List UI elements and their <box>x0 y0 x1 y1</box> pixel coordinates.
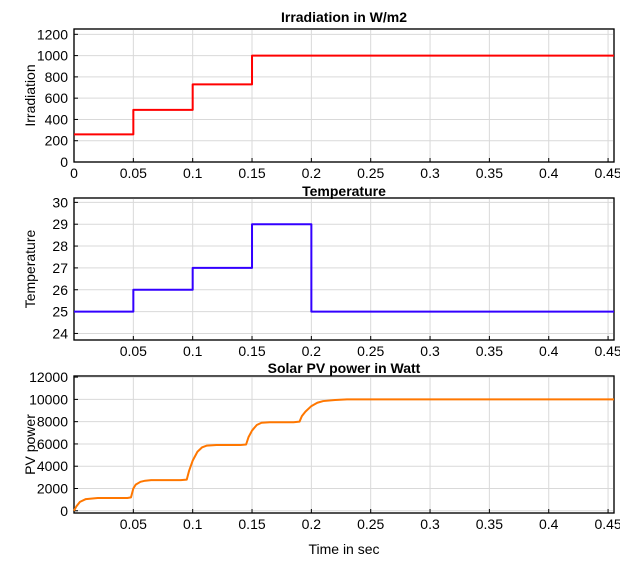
x-tick-label: 0.05 <box>120 516 147 532</box>
x-tick-label: 0.2 <box>302 516 322 532</box>
y-tick-label: 25 <box>52 304 68 320</box>
x-tick-label: 0.4 <box>539 165 559 181</box>
x-tick-label: 0.3 <box>420 165 440 181</box>
x-tick-label: 0.2 <box>302 343 322 359</box>
y-tick-label: 27 <box>52 260 68 276</box>
y-tick-label: 4000 <box>37 458 68 474</box>
y-tick-label: 1200 <box>37 26 68 42</box>
y-tick-label: 30 <box>52 194 68 210</box>
chart-title: Solar PV power in Watt <box>268 360 421 376</box>
x-tick-label: 0.05 <box>120 165 147 181</box>
x-tick-label: 0 <box>70 165 78 181</box>
x-axis-label: Time in sec <box>308 541 379 557</box>
series-line <box>73 398 614 512</box>
series-line <box>74 223 614 313</box>
chart-title: Irradiation in W/m2 <box>281 9 407 25</box>
x-tick-label: 0.1 <box>183 343 203 359</box>
x-tick-label: 0.3 <box>420 516 440 532</box>
y-tick-label: 24 <box>52 325 68 341</box>
series-line <box>74 54 614 136</box>
y-tick-label: 6000 <box>37 436 68 452</box>
y-axis-label: PV power <box>22 414 38 475</box>
x-tick-label: 0.45 <box>594 165 620 181</box>
x-tick-label: 0.3 <box>420 343 440 359</box>
plot-border <box>73 28 615 163</box>
y-tick-label: 0 <box>60 503 68 519</box>
y-tick-label: 28 <box>52 238 68 254</box>
plot-border <box>73 375 615 514</box>
chart-panel-2: 0.05 0.1 0.15 0.2 0.25 0.3 0.35 0.4 0.45 24 25 26 27… <box>22 183 620 359</box>
y-tick-label: 200 <box>45 133 69 149</box>
x-tick-label: 0.35 <box>476 343 503 359</box>
x-tick-label: 0.35 <box>476 165 503 181</box>
x-tick-label: 0.35 <box>476 516 503 532</box>
chart-panel-3: 0.05 0.1 0.15 0.2 0.25 0.3 0.35 0.4 0.45 0 2000 400… <box>22 360 620 557</box>
y-tick-label: 29 <box>52 216 68 232</box>
plot-area <box>73 197 615 341</box>
y-tick-label: 2000 <box>37 480 68 496</box>
x-tick-label: 0.15 <box>238 516 265 532</box>
x-tick-label: 0.45 <box>594 516 620 532</box>
x-tick-label: 0.15 <box>238 165 265 181</box>
y-axis-label: Irradiation <box>22 64 38 126</box>
x-tick-label: 0.05 <box>120 343 147 359</box>
x-tick-label: 0.2 <box>302 165 322 181</box>
y-tick-label: 0 <box>60 154 68 170</box>
chart-panel-1: 0 0.05 0.1 0.15 0.2 0.25 0.3 0.35 0.4 0.450200400… <box>22 9 620 181</box>
x-tick-label: 0.25 <box>357 165 384 181</box>
plot-area <box>73 375 615 514</box>
chart-title: Temperature <box>302 183 386 199</box>
x-tick-label: 0.15 <box>238 343 265 359</box>
x-tick-label: 0.4 <box>539 343 559 359</box>
y-tick-label: 600 <box>45 90 69 106</box>
y-tick-label: 800 <box>45 69 69 85</box>
x-tick-label: 0.45 <box>594 343 620 359</box>
y-tick-label: 12000 <box>29 369 68 385</box>
x-tick-label: 0.1 <box>183 165 203 181</box>
x-tick-label: 0.25 <box>357 516 384 532</box>
x-tick-label: 0.1 <box>183 516 203 532</box>
x-tick-label: 0.4 <box>539 516 559 532</box>
x-tick-label: 0.25 <box>357 343 384 359</box>
y-tick-label: 10000 <box>29 391 68 407</box>
y-tick-label: 400 <box>45 111 69 127</box>
y-axis-label: Temperature <box>22 229 38 308</box>
y-tick-label: 26 <box>52 282 68 298</box>
plot-area <box>73 28 615 163</box>
y-tick-label: 8000 <box>37 414 68 430</box>
plot-border <box>73 197 615 341</box>
y-tick-label: 1000 <box>37 48 68 64</box>
